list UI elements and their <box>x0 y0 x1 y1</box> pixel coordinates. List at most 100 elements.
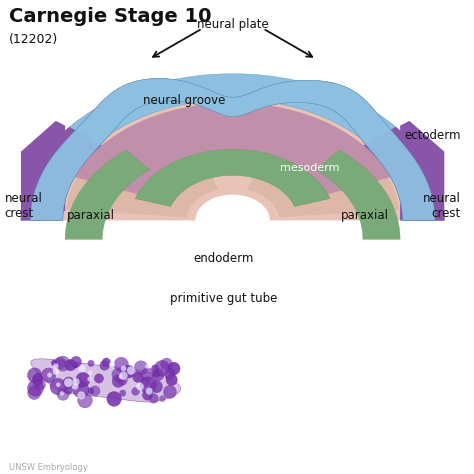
Circle shape <box>77 392 85 400</box>
Text: paraxial: paraxial <box>341 209 389 222</box>
Polygon shape <box>400 121 444 220</box>
Polygon shape <box>21 121 65 220</box>
Text: neural
crest: neural crest <box>423 192 461 220</box>
Circle shape <box>140 377 157 393</box>
Circle shape <box>53 368 59 375</box>
Circle shape <box>136 383 144 391</box>
Circle shape <box>119 390 126 396</box>
Circle shape <box>150 381 163 393</box>
Circle shape <box>33 383 39 389</box>
Polygon shape <box>21 74 444 220</box>
Circle shape <box>118 374 123 379</box>
Text: neural groove: neural groove <box>143 94 225 107</box>
Circle shape <box>65 359 76 371</box>
Circle shape <box>168 362 180 375</box>
Circle shape <box>112 375 124 387</box>
Circle shape <box>27 368 42 383</box>
Circle shape <box>114 357 128 372</box>
Circle shape <box>161 358 173 370</box>
Circle shape <box>160 396 165 401</box>
Circle shape <box>107 392 121 406</box>
Circle shape <box>100 361 109 370</box>
Circle shape <box>88 360 94 366</box>
Circle shape <box>64 378 73 387</box>
Circle shape <box>51 360 57 366</box>
Circle shape <box>134 361 148 374</box>
Circle shape <box>55 356 70 371</box>
Polygon shape <box>364 127 444 220</box>
Circle shape <box>76 381 84 389</box>
Polygon shape <box>30 79 435 220</box>
Circle shape <box>71 356 82 367</box>
Circle shape <box>122 365 135 378</box>
Circle shape <box>50 378 66 395</box>
Circle shape <box>72 383 78 390</box>
Polygon shape <box>135 149 330 207</box>
Circle shape <box>78 393 92 408</box>
Circle shape <box>119 372 128 380</box>
Circle shape <box>76 373 90 387</box>
Circle shape <box>47 373 52 377</box>
Circle shape <box>54 363 59 369</box>
Circle shape <box>149 394 158 403</box>
Circle shape <box>73 363 78 368</box>
Circle shape <box>116 374 128 385</box>
Text: Carnegie Stage 10: Carnegie Stage 10 <box>9 7 212 26</box>
Text: endoderm: endoderm <box>193 252 254 265</box>
Polygon shape <box>247 110 400 218</box>
Circle shape <box>27 380 44 396</box>
Text: neural
crest: neural crest <box>5 192 43 220</box>
Text: ectoderm: ectoderm <box>405 128 461 142</box>
Circle shape <box>87 376 92 382</box>
Circle shape <box>63 377 74 388</box>
Circle shape <box>54 357 66 369</box>
Circle shape <box>155 360 170 376</box>
Circle shape <box>109 362 115 367</box>
Circle shape <box>41 368 56 383</box>
Polygon shape <box>30 80 435 220</box>
Polygon shape <box>30 79 435 220</box>
Circle shape <box>153 370 160 377</box>
Polygon shape <box>222 103 391 194</box>
Circle shape <box>79 365 86 372</box>
Circle shape <box>57 388 69 401</box>
Polygon shape <box>31 359 181 402</box>
Circle shape <box>127 366 135 375</box>
Circle shape <box>120 367 127 374</box>
Circle shape <box>32 374 43 385</box>
Polygon shape <box>75 103 243 194</box>
Polygon shape <box>316 150 400 239</box>
Circle shape <box>145 364 150 369</box>
Circle shape <box>60 391 64 396</box>
Circle shape <box>102 358 110 366</box>
Circle shape <box>164 385 176 399</box>
Polygon shape <box>65 150 150 239</box>
Polygon shape <box>21 127 102 220</box>
Circle shape <box>141 377 150 386</box>
Circle shape <box>88 388 94 394</box>
Circle shape <box>164 369 175 379</box>
Circle shape <box>94 374 103 383</box>
Circle shape <box>143 390 153 400</box>
Text: neural plate: neural plate <box>197 18 268 31</box>
Text: (12202): (12202) <box>9 33 59 46</box>
Circle shape <box>56 383 61 387</box>
Circle shape <box>72 378 80 386</box>
Circle shape <box>121 365 127 372</box>
Circle shape <box>132 387 139 395</box>
Circle shape <box>27 386 41 400</box>
Circle shape <box>146 388 153 395</box>
Circle shape <box>166 374 177 385</box>
Text: UNSW Embryology: UNSW Embryology <box>9 463 88 472</box>
Text: mesoderm: mesoderm <box>280 163 339 173</box>
Circle shape <box>64 387 72 394</box>
Circle shape <box>152 365 158 372</box>
Circle shape <box>90 386 100 396</box>
Circle shape <box>88 371 92 375</box>
Text: paraxial: paraxial <box>67 209 115 222</box>
Circle shape <box>152 369 164 381</box>
Circle shape <box>133 372 143 383</box>
Text: primitive gut tube: primitive gut tube <box>170 292 277 305</box>
Circle shape <box>142 368 154 380</box>
Circle shape <box>73 381 89 398</box>
